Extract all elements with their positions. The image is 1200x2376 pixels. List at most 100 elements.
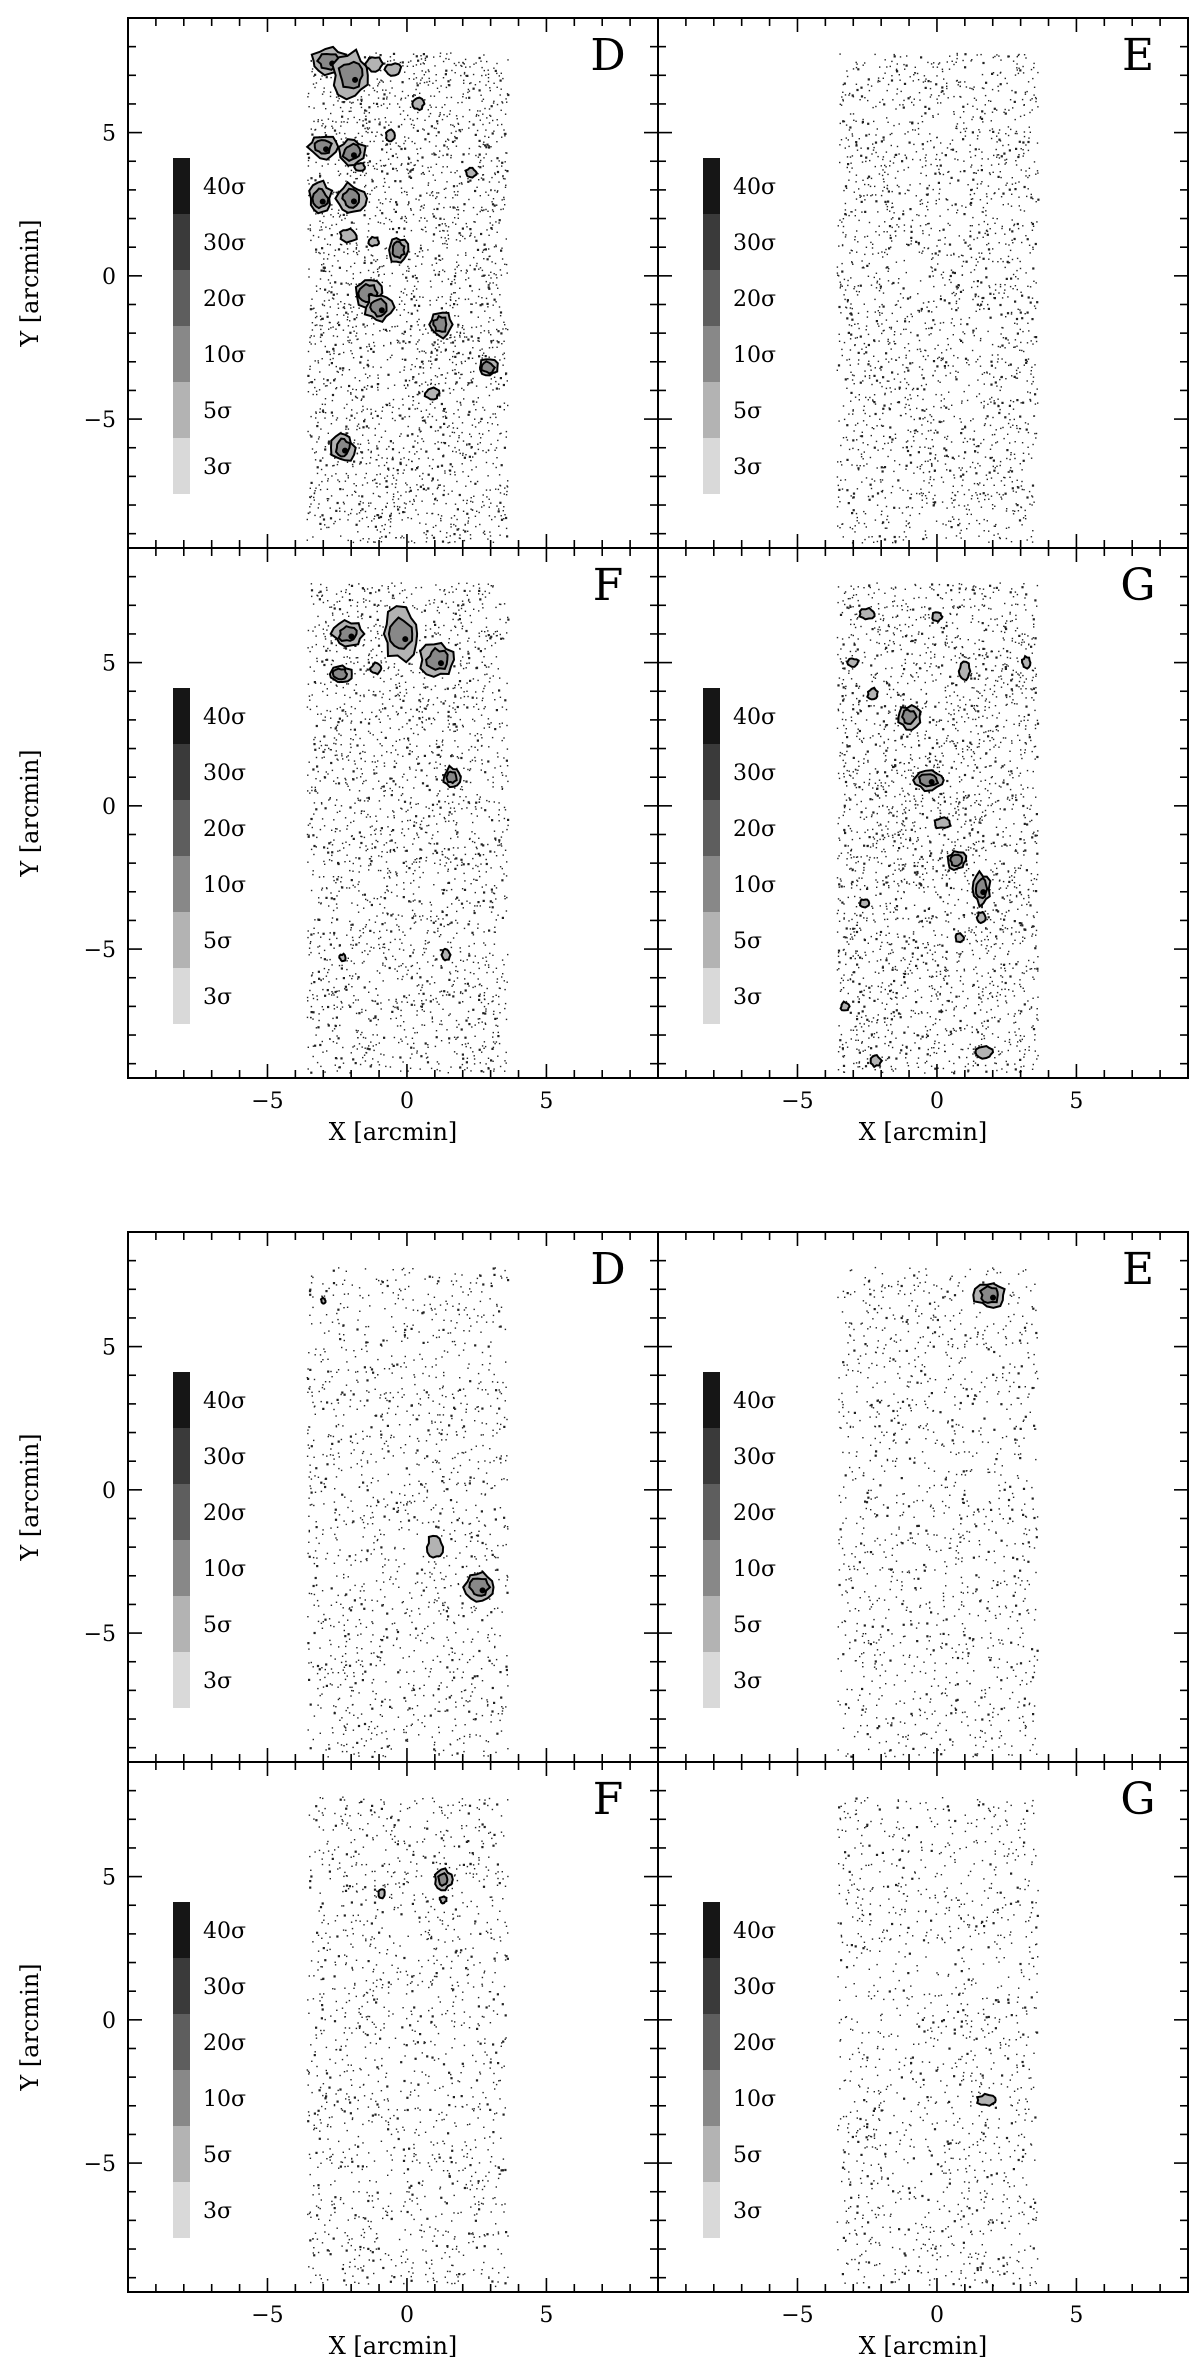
sigma-legend: 40σ 30σ 20σ 10σ 5σ 3σ (703, 158, 776, 494)
sigma-legend: 40σ 30σ 20σ 10σ 5σ 3σ (703, 1372, 776, 1708)
clump-contour (859, 898, 871, 909)
clump-peak (980, 889, 987, 896)
legend-swatch (703, 744, 720, 800)
clump-contour-inner (313, 139, 333, 155)
legend-label: 10σ (203, 1557, 246, 1582)
point-field (306, 582, 510, 1074)
legend-label: 10σ (203, 343, 246, 368)
panel-label: E (1122, 30, 1154, 81)
legend-swatch (703, 382, 720, 438)
legend-swatch (703, 1372, 720, 1428)
legend-label: 40σ (203, 705, 246, 730)
clump-peak (479, 1587, 486, 1594)
legend-swatch (173, 968, 190, 1024)
legend-label: 20σ (733, 287, 776, 312)
legend-swatch (703, 1902, 720, 1958)
sigma-legend: 40σ 30σ 20σ 10σ 5σ 3σ (173, 688, 246, 1024)
clump-peak (348, 633, 355, 640)
legend-swatch (173, 2126, 190, 2182)
panel-e-fig1: E 40σ 30σ 20σ 10σ 5σ 3σ (657, 17, 1189, 549)
axis-ticks (127, 547, 659, 1078)
y-tick-label: 5 (102, 122, 116, 147)
legend-swatch (703, 270, 720, 326)
legend-label: 5σ (733, 399, 762, 424)
clump-contour (440, 947, 452, 962)
x-tick-label: 0 (400, 1089, 414, 1114)
clump-contour-inner (391, 240, 406, 260)
panel-f-fig1: −5 0 5 Y [arcmin] −5 0 5 X [arcmin] F 40σ 30σ 20σ 10… (16, 547, 659, 1146)
panel-d-fig2: −5 0 5 Y [arcmin] D 40σ 30σ 20σ 10σ 5σ 3σ (16, 1231, 659, 1763)
legend-swatch (173, 438, 190, 494)
legend-label: 30σ (203, 231, 246, 256)
clump-contour (319, 1296, 327, 1305)
x-tick-label: −5 (781, 1089, 813, 1114)
clump-contour (384, 128, 396, 143)
x-tick-label: −5 (781, 2303, 813, 2328)
legend-label: 20σ (203, 287, 246, 312)
legend-swatch (173, 1958, 190, 2014)
legend-label: 30σ (733, 1975, 776, 2000)
clump-contour-inner (331, 667, 349, 681)
legend-label: 5σ (203, 1613, 232, 1638)
y-axis-label: Y [arcmin] (16, 1963, 44, 2091)
legend-swatch (173, 214, 190, 270)
legend-swatch (703, 968, 720, 1024)
legend-label: 3σ (203, 2199, 232, 2224)
panel-frame (657, 547, 1189, 1079)
legend-label: 5σ (733, 929, 762, 954)
legend-swatch (173, 1596, 190, 1652)
legend-swatch (173, 856, 190, 912)
point-field (836, 582, 1040, 1075)
y-axis-label: Y [arcmin] (16, 749, 44, 877)
legend-swatch (703, 1596, 720, 1652)
clump-contour (338, 227, 358, 244)
clump-contour (423, 386, 441, 401)
x-axis-label: X [arcmin] (329, 2332, 458, 2360)
panel-label: G (1120, 560, 1155, 611)
x-tick-label: 5 (1069, 1089, 1083, 1114)
clump-contour (975, 910, 987, 925)
x-tick-label: 5 (1069, 2303, 1083, 2328)
clump-contour-inner (337, 60, 364, 90)
clump-contour (974, 1045, 995, 1060)
panel-d-fig1: −5 0 5 Y [arcmin] D 40σ 30σ 20σ 10σ 5σ 3σ (16, 17, 659, 549)
legend-swatch (703, 214, 720, 270)
clump-peak (928, 779, 935, 786)
y-axis-label: Y [arcmin] (16, 1433, 44, 1561)
x-tick-label: 5 (539, 2303, 553, 2328)
legend-label: 5σ (733, 1613, 762, 1638)
legend-label: 5σ (203, 399, 232, 424)
panel-label: E (1122, 1244, 1154, 1295)
clump-peak (350, 152, 357, 159)
legend-label: 40σ (203, 175, 246, 200)
legend-label: 20σ (203, 1501, 246, 1526)
legend-label: 40σ (203, 1919, 246, 1944)
sigma-legend: 40σ 30σ 20σ 10σ 5σ 3σ (703, 688, 776, 1024)
clump-contour (846, 657, 860, 668)
clump-contour-inner (917, 773, 940, 788)
legend-label: 10σ (733, 873, 776, 898)
clump-contour (931, 611, 944, 623)
legend-swatch (703, 1540, 720, 1596)
clump-peak (352, 76, 359, 83)
legend-label: 20σ (733, 817, 776, 842)
clump-contour (425, 1534, 445, 1559)
legend-swatch (173, 1372, 190, 1428)
point-field (837, 1266, 1039, 1758)
legend-label: 20σ (203, 2031, 246, 2056)
point-field (836, 1797, 1039, 2289)
legend-label: 20σ (733, 1501, 776, 1526)
legend-swatch (703, 688, 720, 744)
legend-label: 10σ (733, 343, 776, 368)
legend-swatch (173, 326, 190, 382)
clump-contour (367, 235, 380, 248)
panel-label: F (593, 1774, 624, 1825)
legend-label: 40σ (733, 1389, 776, 1414)
clump-peak (990, 1294, 997, 1301)
legend-label: 3σ (733, 455, 762, 480)
legend-swatch (173, 1902, 190, 1958)
legend-swatch (173, 912, 190, 968)
clump-contour (464, 166, 478, 179)
legend-label: 30σ (203, 761, 246, 786)
